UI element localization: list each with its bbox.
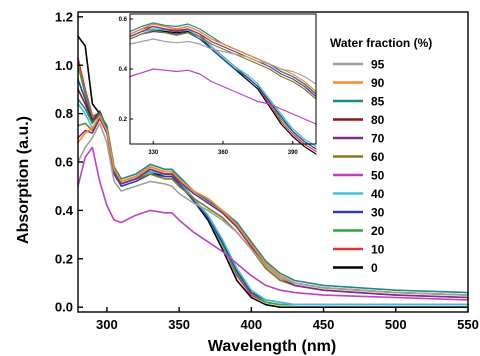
inset-y-axis: 0.2 0.4 0.6 xyxy=(119,17,133,123)
y-axis-title: Absorption (a.u.) xyxy=(15,116,32,244)
legend-label-90: 90 xyxy=(371,76,385,90)
main-x-tick-label: 450 xyxy=(313,317,335,332)
main-y-tick-label: 0.6 xyxy=(55,155,73,170)
legend-label-80: 80 xyxy=(371,113,385,127)
main-y-tick-label: 0.2 xyxy=(55,251,73,266)
inset-series-line-40 xyxy=(129,28,317,148)
main-y-tick-label: 0.0 xyxy=(55,300,73,315)
main-y-tick-label: 1.0 xyxy=(55,58,73,73)
inset-series-line-70 xyxy=(129,25,317,98)
main-y-tick-label: 0.4 xyxy=(55,203,74,218)
inset-x-tick-label: 390 xyxy=(288,150,299,156)
legend-label-0: 0 xyxy=(371,261,378,275)
legend-label-10: 10 xyxy=(371,243,385,257)
main-series-line-50 xyxy=(77,146,469,301)
main-x-axis: 300 350 400 450 500 550 xyxy=(96,307,479,332)
legend-label-40: 40 xyxy=(371,187,385,201)
main-x-tick-label: 500 xyxy=(385,317,407,332)
inset-series-line-90 xyxy=(129,23,317,93)
main-y-tick-label: 1.2 xyxy=(55,9,73,24)
legend-label-20: 20 xyxy=(371,224,385,238)
legend-label-95: 95 xyxy=(371,58,385,72)
main-y-tick-label: 0.8 xyxy=(55,106,73,121)
inset-series-line-60 xyxy=(129,29,317,100)
inset-series-line-95 xyxy=(129,38,317,85)
x-axis-title: Wavelength (nm) xyxy=(208,338,336,355)
main-plot: 300 350 400 450 500 550 0.00.20.40.60.81.01.2 xyxy=(55,9,479,332)
main-x-tick-label: 400 xyxy=(240,317,262,332)
inset-series-line-50 xyxy=(129,68,317,125)
legend-label-85: 85 xyxy=(371,95,385,109)
main-series-line-85 xyxy=(77,98,469,294)
main-series-line-90 xyxy=(77,115,469,296)
inset-x-axis: 330 360 390 xyxy=(148,141,298,156)
main-y-axis: 0.0 0.2 0.4 0.6 0.8 1.0 1.2 xyxy=(55,9,83,315)
inset-plot: 330 360 390 0.2 0.4 0.6 xyxy=(119,13,317,156)
inset-y-tick-label: 0.4 xyxy=(119,67,128,73)
legend-items: 95 90 85 80 70 60 50 40 30 20 10 0 xyxy=(333,58,385,275)
inset-x-tick-label: 360 xyxy=(218,150,229,156)
main-x-tick-label: 350 xyxy=(168,317,190,332)
legend-label-50: 50 xyxy=(371,169,385,183)
inset-y-tick-label: 0.6 xyxy=(119,17,128,23)
main-series-lines xyxy=(77,35,469,308)
legend: Water fraction (%) 95 90 85 80 70 60 50 40 30 20 1… xyxy=(330,36,432,275)
inset-series-lines xyxy=(129,22,317,155)
main-series-line-95 xyxy=(77,122,469,296)
main-x-tick-label: 300 xyxy=(96,317,118,332)
inset-x-tick-label: 330 xyxy=(148,150,159,156)
legend-title: Water fraction (%) xyxy=(330,36,432,50)
main-x-tick-label: 550 xyxy=(457,317,479,332)
legend-label-60: 60 xyxy=(371,150,385,164)
legend-label-30: 30 xyxy=(371,206,385,220)
inset-y-tick-label: 0.2 xyxy=(119,117,128,123)
legend-label-70: 70 xyxy=(371,132,385,146)
